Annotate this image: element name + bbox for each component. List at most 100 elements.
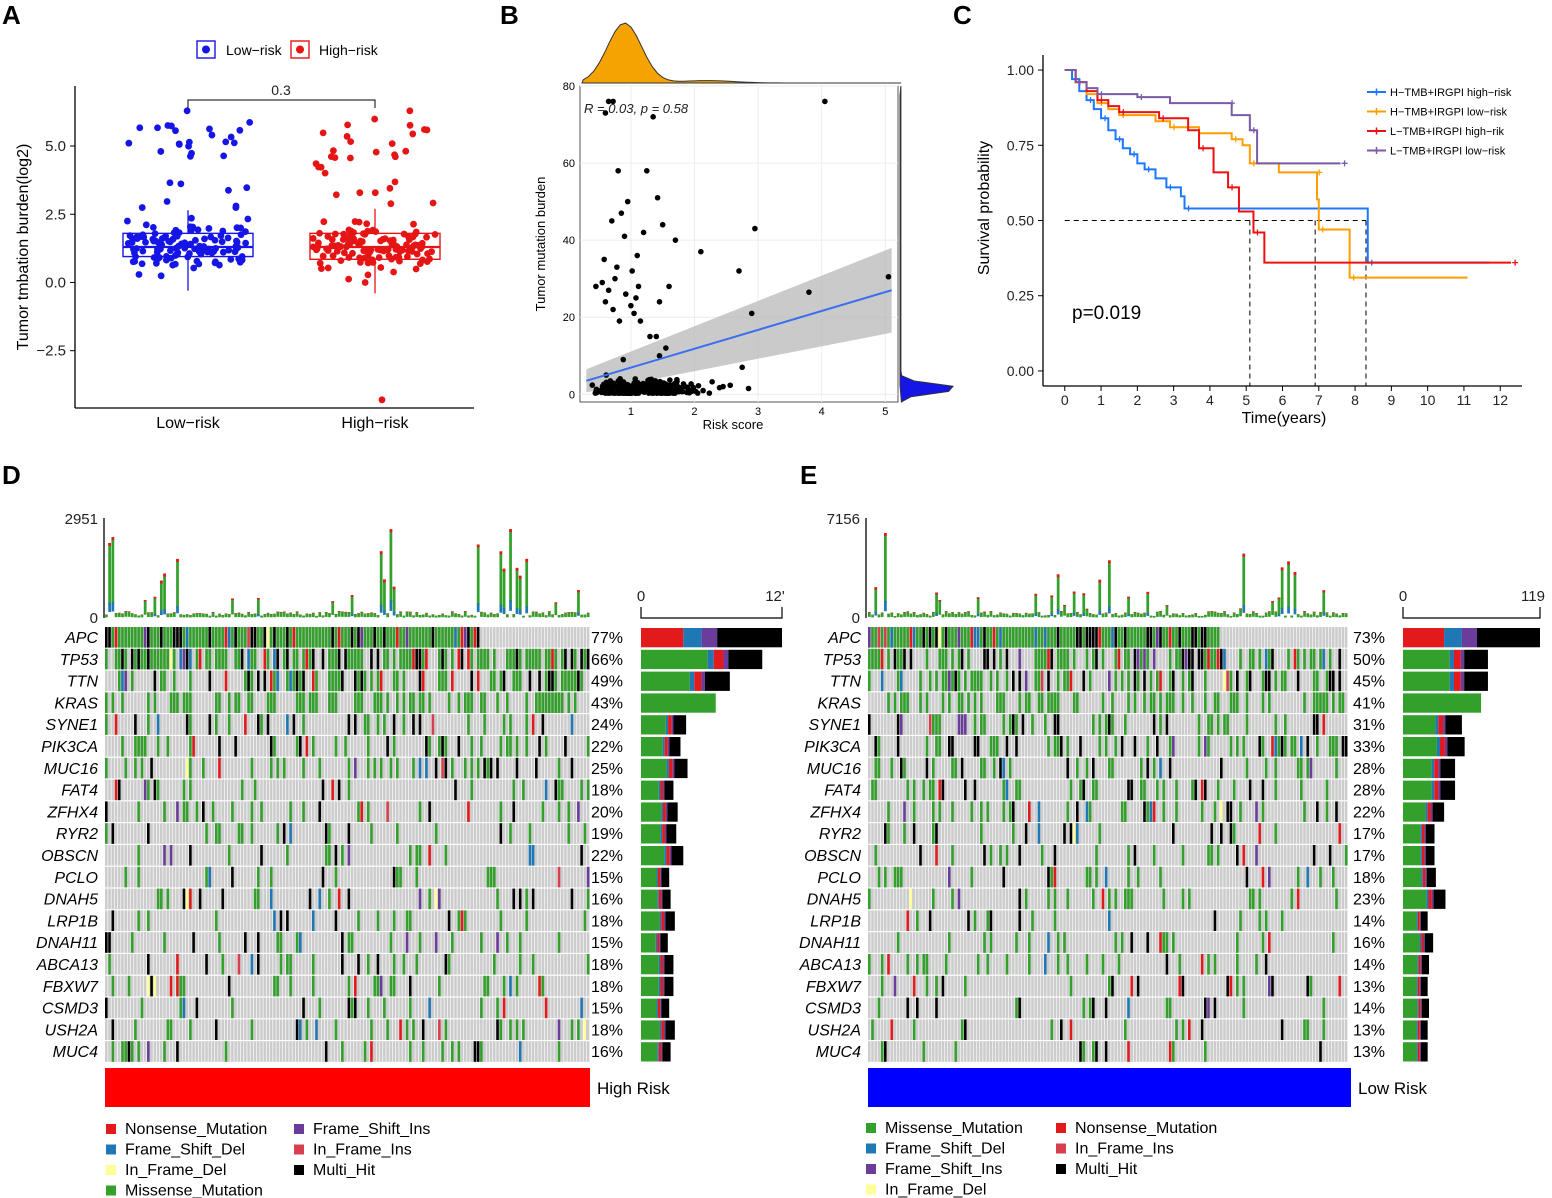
d-cell-divider <box>424 736 426 757</box>
e-cell-mutation <box>1056 648 1060 670</box>
d-cell-divider <box>521 736 523 757</box>
d-cell-divider <box>547 975 548 997</box>
d-cell-mutation <box>311 648 315 670</box>
e-cell-divider <box>915 670 916 692</box>
d-cell-divider <box>479 714 481 735</box>
d-cell-divider <box>498 1041 500 1062</box>
d-cell-mutation <box>176 975 179 997</box>
d-cell-divider <box>586 714 587 735</box>
d-cell-divider <box>414 845 416 866</box>
d-cell-mutation <box>263 627 267 648</box>
e-tmb-bar <box>1200 615 1204 618</box>
d-cell-divider <box>369 823 371 844</box>
d-cell-mutation <box>331 779 334 801</box>
d-cell-mutation <box>105 714 108 735</box>
d-cell-divider <box>547 801 548 822</box>
d-cell-divider <box>518 779 519 801</box>
panel-a-point <box>174 249 182 257</box>
e-cell-mutation <box>1063 627 1066 648</box>
d-cell-divider <box>430 1041 432 1062</box>
d-cell-divider <box>223 1041 225 1062</box>
d-cell-divider <box>165 736 167 757</box>
d-cell-mutation <box>137 648 140 670</box>
d-tmb-bar <box>337 611 341 617</box>
d-cell-divider <box>417 801 419 822</box>
d-cell-mutation <box>444 757 448 779</box>
d-cell-divider <box>401 670 403 692</box>
d-cell-mutation <box>134 648 137 670</box>
d-cell-divider <box>511 692 513 713</box>
d-cell-divider <box>447 714 448 735</box>
d-cell-divider <box>505 866 506 888</box>
d-cell-divider <box>437 866 439 888</box>
d-cell-divider <box>214 714 215 735</box>
d-cell-divider <box>117 1041 118 1062</box>
d-cell-divider <box>372 997 374 1019</box>
d-cell-divider <box>511 801 513 822</box>
d-cell-divider <box>346 801 348 822</box>
d-cell-divider <box>240 714 241 735</box>
d-cell-divider <box>143 1019 144 1040</box>
d-cell-mutation <box>441 648 444 670</box>
panel-c-censor-mark <box>1098 97 1105 104</box>
d-cell-divider <box>485 1041 487 1062</box>
d-cell-divider <box>531 801 532 822</box>
d-cell-mutation <box>289 627 292 648</box>
d-cell-divider <box>553 954 555 975</box>
panel-a-point <box>177 180 185 188</box>
d-cell-divider <box>350 866 351 888</box>
d-cell-divider <box>443 954 445 975</box>
d-tmb-bar-segment <box>143 599 147 602</box>
e-cell-mutation <box>996 670 999 692</box>
d-cell-divider <box>136 823 138 844</box>
e-tmb-bar <box>1274 611 1278 617</box>
d-cell-divider <box>385 823 387 844</box>
d-cell-divider <box>460 670 461 692</box>
e-cell-divider <box>1347 648 1348 670</box>
d-cell-divider <box>375 932 377 953</box>
d-cell-divider <box>266 1041 267 1062</box>
d-cell-divider <box>427 1019 429 1040</box>
d-cell-divider <box>508 714 510 735</box>
d-cell-divider <box>256 954 257 975</box>
d-cell-divider <box>262 1019 264 1040</box>
d-cell-mutation <box>337 779 341 801</box>
d-cell-divider <box>382 845 384 866</box>
d-cell-mutation <box>450 1041 454 1062</box>
d-cell-divider <box>214 1041 215 1062</box>
d-cell-divider <box>262 997 264 1019</box>
d-cell-divider <box>472 1019 474 1040</box>
d-cell-divider <box>198 823 199 844</box>
d-cell-mutation <box>105 692 108 713</box>
d-cell-divider <box>181 823 183 844</box>
e-cell-divider <box>1017 670 1019 692</box>
d-cell-divider <box>566 845 568 866</box>
d-cell-divider <box>398 801 400 822</box>
d-cell-divider <box>456 648 458 670</box>
e-tmb-bar <box>980 612 983 618</box>
d-cell-divider <box>437 670 439 692</box>
e-cell-mutation <box>868 627 871 648</box>
d-cell-divider <box>295 736 296 757</box>
d-cell-mutation <box>554 648 558 670</box>
d-cell-mutation <box>544 692 548 713</box>
d-cell-divider <box>427 801 429 822</box>
panel-b-point <box>667 377 673 383</box>
d-cell-mutation <box>434 932 438 953</box>
d-cell-divider <box>540 801 542 822</box>
d-cell-divider <box>320 779 322 801</box>
d-cell-divider <box>586 757 587 779</box>
d-cell-divider <box>417 1041 419 1062</box>
e-tmb-bar <box>1047 614 1050 618</box>
d-cell-mutation <box>224 648 228 670</box>
d-cell-divider <box>414 1041 416 1062</box>
e-tmb-bar <box>1072 591 1076 614</box>
d-cell-mutation <box>299 932 302 953</box>
d-cell-mutation <box>518 932 522 953</box>
d-cell-divider <box>492 736 493 757</box>
d-cell-divider <box>463 714 464 735</box>
d-cell-divider <box>223 714 225 735</box>
e-cell-mutation <box>928 670 932 692</box>
d-cell-mutation <box>286 627 289 648</box>
d-cell-mutation <box>153 648 157 670</box>
